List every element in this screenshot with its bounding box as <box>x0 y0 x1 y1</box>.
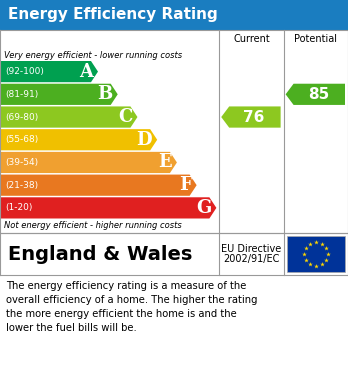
Text: D: D <box>136 131 152 149</box>
Text: Energy Efficiency Rating: Energy Efficiency Rating <box>8 7 218 23</box>
Text: B: B <box>97 85 113 103</box>
Text: 85: 85 <box>308 87 329 102</box>
Text: Not energy efficient - higher running costs: Not energy efficient - higher running co… <box>4 221 182 230</box>
Text: Potential: Potential <box>294 34 337 44</box>
Text: Current: Current <box>233 34 270 44</box>
Text: G: G <box>196 199 211 217</box>
Text: 2002/91/EC: 2002/91/EC <box>223 254 279 264</box>
Text: The energy efficiency rating is a measure of the: The energy efficiency rating is a measur… <box>6 281 246 291</box>
Bar <box>287 236 345 272</box>
Text: A: A <box>79 63 93 81</box>
Text: 76: 76 <box>243 109 265 125</box>
Polygon shape <box>0 61 98 82</box>
Text: C: C <box>118 108 133 126</box>
Polygon shape <box>0 84 118 105</box>
Text: The energy efficiency rating is a measure of the overall efficiency of a home. T: The energy efficiency rating is a measur… <box>0 390 1 391</box>
Bar <box>0 0 348 30</box>
Text: (55-68): (55-68) <box>5 135 38 144</box>
Text: (21-38): (21-38) <box>5 181 38 190</box>
Polygon shape <box>0 197 216 219</box>
Polygon shape <box>221 106 280 127</box>
Text: (81-91): (81-91) <box>5 90 38 99</box>
Text: England & Wales: England & Wales <box>8 244 192 264</box>
Text: (1-20): (1-20) <box>5 203 32 212</box>
Text: EU Directive: EU Directive <box>221 244 282 254</box>
Polygon shape <box>286 84 345 105</box>
Text: overall efficiency of a home. The higher the rating: overall efficiency of a home. The higher… <box>6 295 258 305</box>
Polygon shape <box>0 174 197 196</box>
Text: (69-80): (69-80) <box>5 113 38 122</box>
Text: the more energy efficient the home is and the: the more energy efficient the home is an… <box>6 309 237 319</box>
Text: (92-100): (92-100) <box>5 67 44 76</box>
Text: lower the fuel bills will be.: lower the fuel bills will be. <box>6 323 137 333</box>
Text: (39-54): (39-54) <box>5 158 38 167</box>
Text: Very energy efficient - lower running costs: Very energy efficient - lower running co… <box>4 51 182 60</box>
Text: F: F <box>179 176 192 194</box>
Polygon shape <box>0 152 177 173</box>
Polygon shape <box>0 106 137 127</box>
Polygon shape <box>0 129 157 151</box>
Text: E: E <box>158 153 172 172</box>
